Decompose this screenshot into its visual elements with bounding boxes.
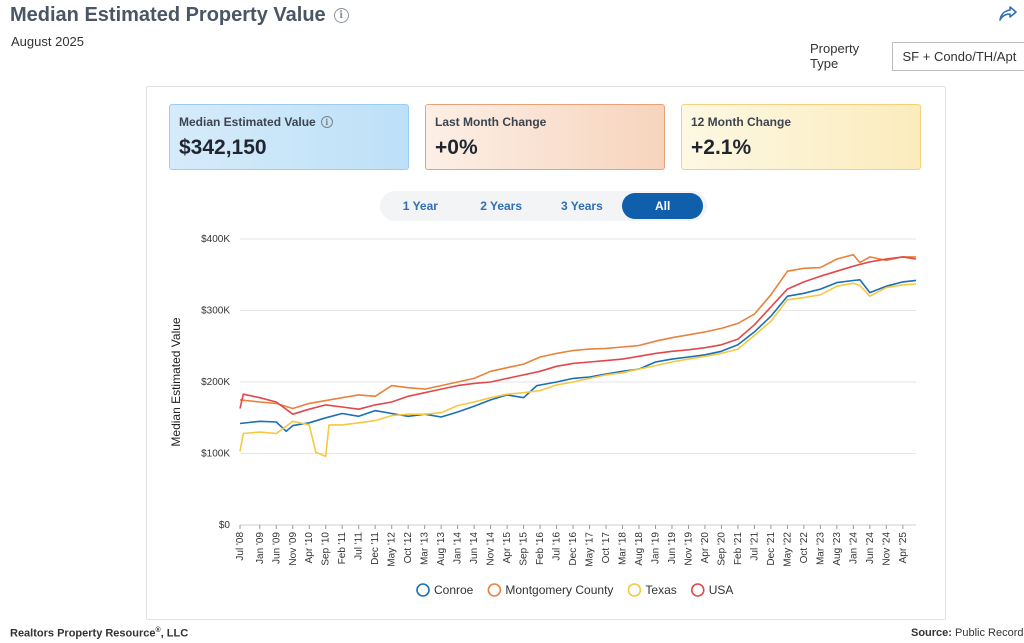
- x-tick-label: Aug '13: [436, 532, 447, 566]
- y-tick-label: $200K: [201, 377, 230, 388]
- x-tick-label: Mar '13: [420, 532, 431, 565]
- stat-last-month-change: Last Month Change +0%: [425, 104, 665, 170]
- x-tick-label: Sep '15: [519, 532, 530, 566]
- tab-all[interactable]: All: [622, 193, 703, 219]
- series-line-usa: [239, 256, 917, 415]
- stat-median-value: Median Estimated Value i $342,150: [169, 104, 409, 170]
- x-tick-label: May '17: [585, 532, 596, 567]
- x-tick-label: Feb '16: [535, 532, 546, 565]
- x-tick-label: Oct '12: [403, 532, 414, 564]
- registered-mark: ®: [155, 627, 161, 634]
- legend-item-conroe[interactable]: Conroe: [416, 583, 474, 597]
- x-tick-label: Nov '19: [683, 532, 694, 566]
- series-line-conroe: [239, 279, 917, 433]
- line-chart: $0 $100K $200K $300K $400K Jul '08 Jan '09 Jun…: [169, 234, 917, 597]
- x-tick-label: Feb '21: [733, 532, 744, 565]
- x-tick-label: Jan '09: [255, 532, 266, 564]
- x-tick-label: Nov '09: [288, 532, 299, 566]
- stat-label: Last Month Change: [435, 115, 547, 129]
- x-tick-label: May '22: [782, 532, 793, 567]
- x-tick-label: May '12: [387, 532, 398, 567]
- property-type-label: Property Type: [810, 41, 860, 71]
- footer-company: Realtors Property Resource®, LLC: [10, 627, 188, 640]
- page-title-text: Median Estimated Property Value: [10, 4, 326, 26]
- x-tick-label: Jan '19: [650, 532, 661, 564]
- x-tick-label: Jun '14: [469, 532, 480, 564]
- y-tick-label: $100K: [201, 449, 230, 460]
- chart-card: Median Estimated Value i $342,150 Last M…: [146, 86, 946, 620]
- x-tick-label: Jun '19: [667, 532, 678, 564]
- footer-company-name: Realtors Property Resource: [10, 627, 156, 640]
- x-tick-label: Aug '18: [634, 532, 645, 566]
- footer-source: Source: Public Records a: [911, 627, 1024, 639]
- x-tick-label: Apr '10: [304, 532, 315, 564]
- x-tick-label: Oct '17: [601, 532, 612, 564]
- x-tick-label: Sep '10: [321, 532, 332, 566]
- property-type-select[interactable]: SF + Condo/TH/Apt: [891, 41, 1024, 71]
- property-type-control: Property Type SF + Condo/TH/Apt: [810, 41, 1024, 71]
- legend-marker: [627, 583, 642, 597]
- x-tick-label: Jul '21: [749, 532, 760, 561]
- page-title: Median Estimated Property Value i: [10, 4, 349, 27]
- legend-label: Texas: [645, 583, 676, 597]
- x-tick-label: Dec '16: [568, 532, 579, 566]
- footer-company-suffix: , LLC: [160, 627, 189, 640]
- x-tick-label: Apr '15: [502, 532, 513, 564]
- info-icon[interactable]: i: [320, 116, 333, 128]
- x-tick-label: Nov '24: [881, 532, 892, 566]
- x-tick-label: Jul '11: [354, 532, 365, 560]
- x-tick-label: Jun '09: [271, 532, 282, 564]
- legend-label: Conroe: [434, 583, 474, 597]
- y-axis-title: Median Estimated Value: [169, 317, 183, 447]
- legend-marker: [487, 583, 502, 597]
- x-tick-label: Jan '24: [848, 532, 859, 564]
- y-tick-label: $400K: [201, 234, 230, 245]
- info-icon[interactable]: i: [333, 8, 349, 23]
- legend-item-texas[interactable]: Texas: [627, 583, 677, 597]
- series-line-montgomery-county: [239, 253, 916, 410]
- x-tick-label: Mar '23: [815, 532, 826, 565]
- stat-value: +0%: [435, 136, 478, 159]
- legend-marker: [690, 583, 705, 597]
- page-subtitle: August 2025: [11, 34, 85, 49]
- share-icon[interactable]: [998, 5, 1018, 23]
- x-tick-label: Oct '22: [799, 532, 810, 564]
- x-tick-label: Apr '20: [700, 532, 711, 564]
- stat-value: $342,150: [179, 136, 267, 159]
- time-range-tabs: 1 Year 2 Years 3 Years All: [380, 191, 707, 221]
- x-tick-label: Feb '11: [337, 532, 348, 565]
- x-tick-label: Mar '18: [618, 532, 629, 565]
- x-tick-label: Nov '14: [486, 532, 497, 566]
- stat-12-month-change: 12 Month Change +2.1%: [681, 104, 921, 170]
- y-tick-label: $300K: [201, 306, 230, 317]
- stat-value: +2.1%: [691, 136, 752, 159]
- footer-source-label: Source:: [911, 627, 952, 639]
- x-tick-label: Jul '08: [235, 532, 246, 561]
- footer-source-value: Public Records a: [955, 627, 1024, 639]
- legend-label: USA: [709, 583, 734, 597]
- legend-marker: [416, 583, 430, 597]
- x-tick-label: Jul '16: [552, 532, 563, 561]
- tab-3-years[interactable]: 3 Years: [560, 199, 603, 213]
- x-tick-label: Aug '23: [832, 532, 843, 566]
- series-line-texas: [239, 282, 917, 458]
- stat-label-text: Median Estimated Value: [179, 115, 316, 129]
- legend-item-usa[interactable]: USA: [690, 583, 734, 597]
- legend-item-montgomery-county[interactable]: Montgomery County: [487, 583, 613, 597]
- tab-2-years[interactable]: 2 Years: [480, 199, 523, 213]
- y-tick-label: $0: [219, 520, 231, 531]
- x-tick-label: Jan '14: [453, 532, 464, 564]
- x-tick-label: Dec '11: [370, 532, 381, 565]
- x-tick-label: Apr '25: [898, 532, 909, 564]
- x-tick-label: Dec '21: [766, 532, 777, 566]
- stat-label: Median Estimated Value i: [179, 115, 399, 129]
- x-tick-label: Jun '24: [865, 532, 876, 564]
- stat-label: 12 Month Change: [691, 115, 792, 129]
- legend-label: Montgomery County: [505, 583, 613, 597]
- x-tick-label: Sep '20: [716, 532, 727, 566]
- tab-1-year[interactable]: 1 Year: [402, 199, 438, 213]
